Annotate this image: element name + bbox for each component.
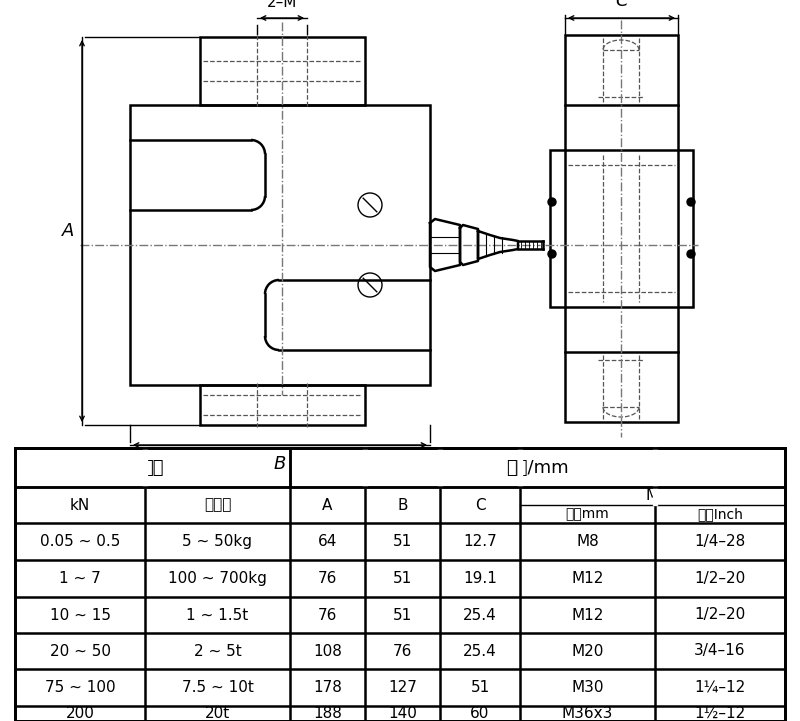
Text: 7.5 ~ 10t: 7.5 ~ 10t: [182, 680, 254, 695]
Text: 19.1: 19.1: [463, 571, 497, 586]
Text: 60: 60: [470, 706, 490, 721]
Text: 1½–12: 1½–12: [694, 706, 746, 721]
Text: C: C: [474, 497, 486, 513]
Bar: [15, 448, 785, 721]
Circle shape: [548, 250, 556, 258]
Bar: [130, 105, 430, 385]
Bar: [200, 37, 365, 105]
Text: M12: M12: [571, 608, 604, 622]
Text: 1/2–20: 1/2–20: [694, 571, 746, 586]
Text: 12.7: 12.7: [463, 534, 497, 549]
Text: M36x3: M36x3: [562, 706, 613, 721]
Bar: [518, 448, 522, 487]
Text: 100 ~ 700kg: 100 ~ 700kg: [168, 571, 267, 586]
Text: 76: 76: [318, 571, 337, 586]
Text: M8: M8: [576, 534, 599, 549]
Bar: [200, 385, 365, 425]
Text: 188: 188: [313, 706, 342, 721]
Text: B: B: [398, 497, 408, 513]
Text: 10 ~ 15: 10 ~ 15: [50, 608, 110, 622]
Text: 1/4–28: 1/4–28: [694, 534, 746, 549]
Text: 25.4: 25.4: [463, 644, 497, 658]
Text: 64: 64: [318, 534, 337, 549]
Text: 75 ~ 100: 75 ~ 100: [45, 680, 115, 695]
Text: 1¼–12: 1¼–12: [694, 680, 746, 695]
Text: 1/2–20: 1/2–20: [694, 608, 746, 622]
Text: B: B: [274, 455, 286, 473]
Text: 25.4: 25.4: [463, 608, 497, 622]
Text: 51: 51: [470, 680, 490, 695]
Bar: [143, 448, 147, 487]
Text: 140: 140: [388, 706, 417, 721]
Text: C: C: [615, 0, 628, 10]
Text: 公制mm: 公制mm: [566, 507, 610, 521]
Text: 尺寸/mm: 尺寸/mm: [506, 459, 569, 477]
Text: 127: 127: [388, 680, 417, 695]
Text: 1 ~ 7: 1 ~ 7: [59, 571, 101, 586]
Bar: [653, 487, 657, 505]
Text: 51: 51: [393, 534, 412, 549]
Circle shape: [548, 198, 556, 206]
Text: 76: 76: [318, 608, 337, 622]
Text: 5 ~ 50kg: 5 ~ 50kg: [182, 534, 253, 549]
Text: 1 ~ 1.5t: 1 ~ 1.5t: [186, 608, 249, 622]
Text: 2 ~ 5t: 2 ~ 5t: [194, 644, 242, 658]
Text: 20 ~ 50: 20 ~ 50: [50, 644, 110, 658]
Bar: [438, 448, 442, 487]
Text: 2–M: 2–M: [267, 0, 297, 10]
Text: 51: 51: [393, 608, 412, 622]
Circle shape: [687, 198, 695, 206]
Text: M12: M12: [571, 571, 604, 586]
Text: 英制Inch: 英制Inch: [697, 507, 743, 521]
Bar: [15, 448, 785, 721]
Text: 20t: 20t: [205, 706, 230, 721]
Text: kN: kN: [70, 497, 90, 513]
Text: 108: 108: [313, 644, 342, 658]
Text: 51: 51: [393, 571, 412, 586]
Text: 相当于: 相当于: [204, 497, 231, 513]
Bar: [565, 35, 678, 422]
Text: 178: 178: [313, 680, 342, 695]
Text: 量程: 量程: [142, 459, 163, 477]
Text: 3/4–16: 3/4–16: [694, 644, 746, 658]
Bar: [550, 150, 693, 307]
Text: 0.05 ~ 0.5: 0.05 ~ 0.5: [40, 534, 120, 549]
Text: M: M: [646, 489, 659, 503]
Text: 200: 200: [66, 706, 94, 721]
Text: M30: M30: [571, 680, 604, 695]
Text: A: A: [322, 497, 333, 513]
Bar: [653, 448, 657, 487]
Text: A: A: [62, 222, 74, 240]
Bar: [363, 448, 367, 487]
Text: M20: M20: [571, 644, 604, 658]
Text: 76: 76: [393, 644, 412, 658]
Circle shape: [687, 250, 695, 258]
